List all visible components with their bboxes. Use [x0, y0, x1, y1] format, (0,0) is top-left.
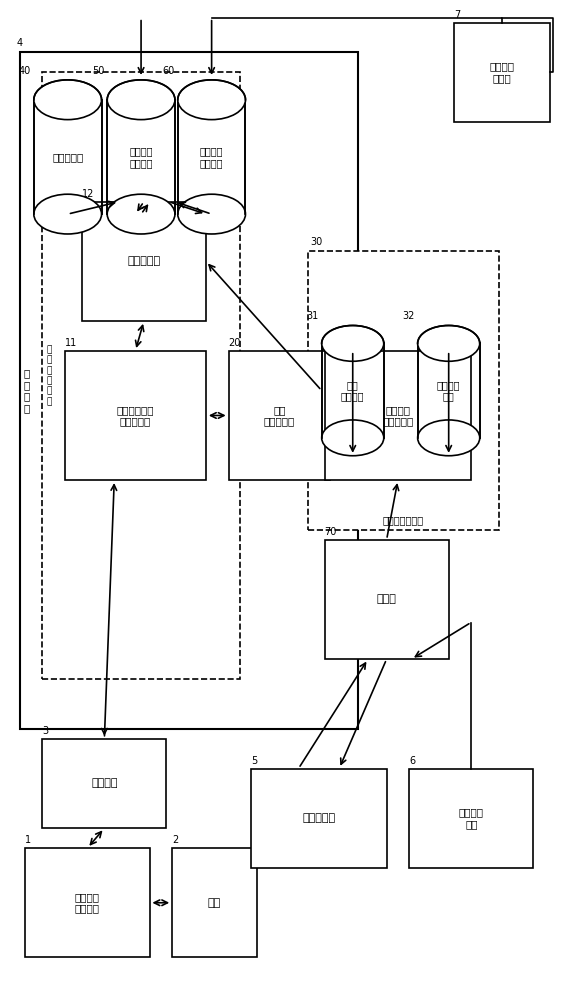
- Bar: [251, 768, 386, 868]
- Ellipse shape: [321, 420, 384, 456]
- Text: 运行人流
数据收集部: 运行人流 数据收集部: [382, 405, 413, 426]
- Bar: [409, 768, 534, 868]
- Ellipse shape: [107, 80, 175, 120]
- Text: 50: 50: [92, 66, 104, 76]
- Bar: [172, 848, 256, 957]
- Text: 20: 20: [229, 338, 241, 348]
- Text: 信息检索部: 信息检索部: [127, 256, 160, 266]
- Text: 32: 32: [402, 311, 415, 321]
- Text: 群管理电梯: 群管理电梯: [302, 813, 335, 823]
- Text: 顾客: 顾客: [208, 898, 221, 908]
- Text: 装工工具
制作者: 装工工具 制作者: [490, 62, 515, 83]
- Text: 营业员／
技术人员: 营业员／ 技术人员: [75, 892, 100, 914]
- Text: 2: 2: [172, 835, 178, 845]
- Text: 1: 1: [25, 835, 31, 845]
- Text: 大楼主信息: 大楼主信息: [52, 152, 83, 162]
- Text: 通信部: 通信部: [377, 594, 397, 604]
- Text: 12: 12: [82, 189, 94, 199]
- Text: 便携终端: 便携终端: [91, 778, 117, 788]
- Text: 人流监视
信息: 人流监视 信息: [437, 380, 461, 401]
- Text: 80: 80: [324, 338, 337, 348]
- Text: 30: 30: [311, 237, 323, 247]
- Text: 3: 3: [42, 726, 48, 736]
- Ellipse shape: [34, 80, 101, 120]
- Ellipse shape: [418, 420, 480, 456]
- Bar: [65, 351, 206, 480]
- Ellipse shape: [107, 194, 175, 234]
- Text: 更新装工
估计信息: 更新装工 估计信息: [200, 146, 223, 168]
- Bar: [324, 540, 449, 659]
- Text: 收集数据存储部: 收集数据存储部: [383, 515, 424, 525]
- Text: 电梯
运行信息: 电梯 运行信息: [341, 380, 364, 401]
- Text: 6: 6: [409, 756, 416, 766]
- Text: 电梯作业
计划信息: 电梯作业 计划信息: [129, 146, 153, 168]
- Text: 7: 7: [454, 10, 461, 20]
- Text: 11: 11: [65, 338, 77, 348]
- Bar: [20, 52, 359, 729]
- Text: 40: 40: [19, 66, 31, 76]
- Bar: [25, 848, 149, 957]
- Ellipse shape: [178, 194, 246, 234]
- Text: 60: 60: [162, 66, 175, 76]
- Text: 电梯
运行模拟部: 电梯 运行模拟部: [264, 405, 295, 426]
- Ellipse shape: [34, 194, 101, 234]
- Text: 人流监视
设备: 人流监视 设备: [459, 807, 484, 829]
- Bar: [82, 202, 206, 321]
- Text: 31: 31: [307, 311, 319, 321]
- Ellipse shape: [418, 325, 480, 361]
- Text: 电梯运行状况
画面生成部: 电梯运行状况 画面生成部: [117, 405, 154, 426]
- Bar: [34, 100, 101, 214]
- Bar: [324, 351, 471, 480]
- Text: 数
据
中
心: 数 据 中 心: [23, 368, 30, 413]
- Ellipse shape: [178, 80, 246, 120]
- Bar: [418, 343, 480, 438]
- Ellipse shape: [321, 325, 384, 361]
- Text: 4: 4: [17, 38, 23, 48]
- Bar: [454, 23, 550, 122]
- Bar: [42, 739, 166, 828]
- Bar: [42, 72, 240, 679]
- Bar: [229, 351, 330, 480]
- Text: 70: 70: [324, 527, 337, 537]
- Bar: [308, 251, 499, 530]
- Text: 服
务
器
处
理
部: 服 务 器 处 理 部: [46, 345, 52, 406]
- Bar: [178, 100, 246, 214]
- Bar: [107, 100, 175, 214]
- Bar: [321, 343, 384, 438]
- Text: 5: 5: [251, 756, 258, 766]
